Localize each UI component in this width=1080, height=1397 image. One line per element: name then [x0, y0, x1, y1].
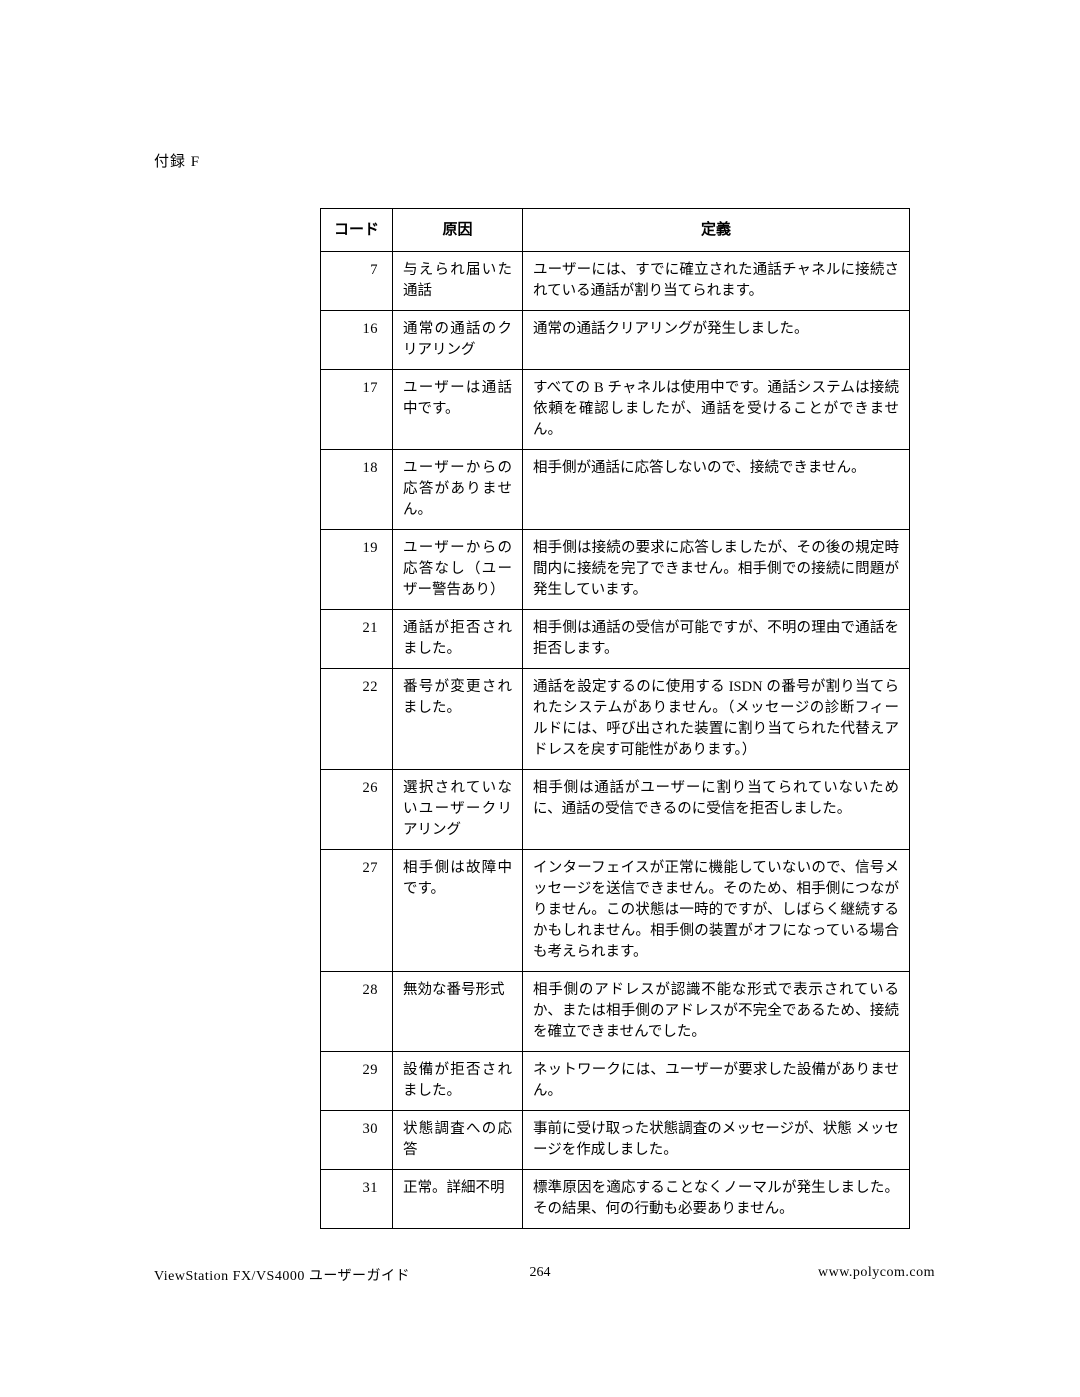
cell-cause: 通常の通話のクリアリング: [393, 310, 523, 369]
cell-definition: 相手側のアドレスが認識不能な形式で表示されているか、または相手側のアドレスが不完…: [523, 972, 910, 1052]
table-row: 29設備が拒否されました。ネットワークには、ユーザーが要求した設備がありません。: [321, 1052, 910, 1111]
table-row: 19ユーザーからの応答なし（ユーザー警告あり）相手側は接続の要求に応答しましたが…: [321, 529, 910, 609]
table-body: 7与えられ届いた通話ユーザーには、すでに確立された通話チャネルに接続されている通…: [321, 251, 910, 1229]
cell-cause: 与えられ届いた通話: [393, 251, 523, 310]
table-row: 28無効な番号形式相手側のアドレスが認識不能な形式で表示されているか、または相手…: [321, 972, 910, 1052]
cell-definition: 標準原因を適応することなくノーマルが発生しました。その結果、何の行動も必要ありま…: [523, 1170, 910, 1229]
cell-code: 26: [321, 770, 393, 850]
cell-cause: 番号が変更されました。: [393, 668, 523, 769]
cell-cause: 無効な番号形式: [393, 972, 523, 1052]
cell-definition: すべての B チャネルは使用中です。通話システムは接続依頼を確認しましたが、通話…: [523, 369, 910, 449]
table-row: 7与えられ届いた通話ユーザーには、すでに確立された通話チャネルに接続されている通…: [321, 251, 910, 310]
table-row: 16通常の通話のクリアリング通常の通話クリアリングが発生しました。: [321, 310, 910, 369]
cell-cause: 相手側は故障中です。: [393, 850, 523, 972]
cell-cause: ユーザーは通話中です。: [393, 369, 523, 449]
cell-code: 27: [321, 850, 393, 972]
col-header-code: コード: [321, 209, 393, 252]
cell-cause: 正常。詳細不明: [393, 1170, 523, 1229]
cell-code: 16: [321, 310, 393, 369]
col-header-definition: 定義: [523, 209, 910, 252]
document-page: 付録 F コード 原因 定義 7与えられ届いた通話ユーザーには、すでに確立された…: [0, 0, 1080, 1397]
cell-definition: インターフェイスが正常に機能していないので、信号メッセージを送信できません。その…: [523, 850, 910, 972]
cell-definition: 相手側が通話に応答しないので、接続できません。: [523, 449, 910, 529]
appendix-label: 付録 F: [154, 150, 200, 171]
cell-code: 31: [321, 1170, 393, 1229]
cell-cause: 選択されていないユーザークリアリング: [393, 770, 523, 850]
cell-code: 21: [321, 609, 393, 668]
cell-cause: 通話が拒否されました。: [393, 609, 523, 668]
cell-code: 7: [321, 251, 393, 310]
cell-code: 30: [321, 1111, 393, 1170]
cell-definition: ユーザーには、すでに確立された通話チャネルに接続されている通話が割り当てられます…: [523, 251, 910, 310]
cell-definition: 事前に受け取った状態調査のメッセージが、状態 メッセージを作成しました。: [523, 1111, 910, 1170]
cell-definition: 通常の通話クリアリングが発生しました。: [523, 310, 910, 369]
cell-definition: ネットワークには、ユーザーが要求した設備がありません。: [523, 1052, 910, 1111]
cell-code: 22: [321, 668, 393, 769]
table-row: 26選択されていないユーザークリアリング相手側は通話がユーザーに割り当てられてい…: [321, 770, 910, 850]
code-table-container: コード 原因 定義 7与えられ届いた通話ユーザーには、すでに確立された通話チャネ…: [320, 208, 910, 1229]
cell-cause: ユーザーからの応答なし（ユーザー警告あり）: [393, 529, 523, 609]
footer-url: www.polycom.com: [818, 1265, 935, 1281]
cell-code: 17: [321, 369, 393, 449]
table-row: 27相手側は故障中です。インターフェイスが正常に機能していないので、信号メッセー…: [321, 850, 910, 972]
cell-code: 18: [321, 449, 393, 529]
cell-cause: 設備が拒否されました。: [393, 1052, 523, 1111]
cell-definition: 相手側は通話がユーザーに割り当てられていないために、通話の受信できるのに受信を拒…: [523, 770, 910, 850]
code-table: コード 原因 定義 7与えられ届いた通話ユーザーには、すでに確立された通話チャネ…: [320, 208, 910, 1229]
cell-code: 28: [321, 972, 393, 1052]
table-row: 30状態調査への応答事前に受け取った状態調査のメッセージが、状態 メッセージを作…: [321, 1111, 910, 1170]
table-row: 21通話が拒否されました。相手側は通話の受信が可能ですが、不明の理由で通話を拒否…: [321, 609, 910, 668]
cell-code: 19: [321, 529, 393, 609]
table-row: 18ユーザーからの応答がありません。相手側が通話に応答しないので、接続できません…: [321, 449, 910, 529]
cell-cause: ユーザーからの応答がありません。: [393, 449, 523, 529]
cell-definition: 相手側は接続の要求に応答しましたが、その後の規定時間内に接続を完了できません。相…: [523, 529, 910, 609]
table-row: 22番号が変更されました。通話を設定するのに使用する ISDN の番号が割り当て…: [321, 668, 910, 769]
cell-cause: 状態調査への応答: [393, 1111, 523, 1170]
table-header-row: コード 原因 定義: [321, 209, 910, 252]
col-header-cause: 原因: [393, 209, 523, 252]
cell-definition: 通話を設定するのに使用する ISDN の番号が割り当てられたシステムがありません…: [523, 668, 910, 769]
table-row: 17ユーザーは通話中です。すべての B チャネルは使用中です。通話システムは接続…: [321, 369, 910, 449]
cell-code: 29: [321, 1052, 393, 1111]
table-row: 31正常。詳細不明標準原因を適応することなくノーマルが発生しました。その結果、何…: [321, 1170, 910, 1229]
cell-definition: 相手側は通話の受信が可能ですが、不明の理由で通話を拒否します。: [523, 609, 910, 668]
